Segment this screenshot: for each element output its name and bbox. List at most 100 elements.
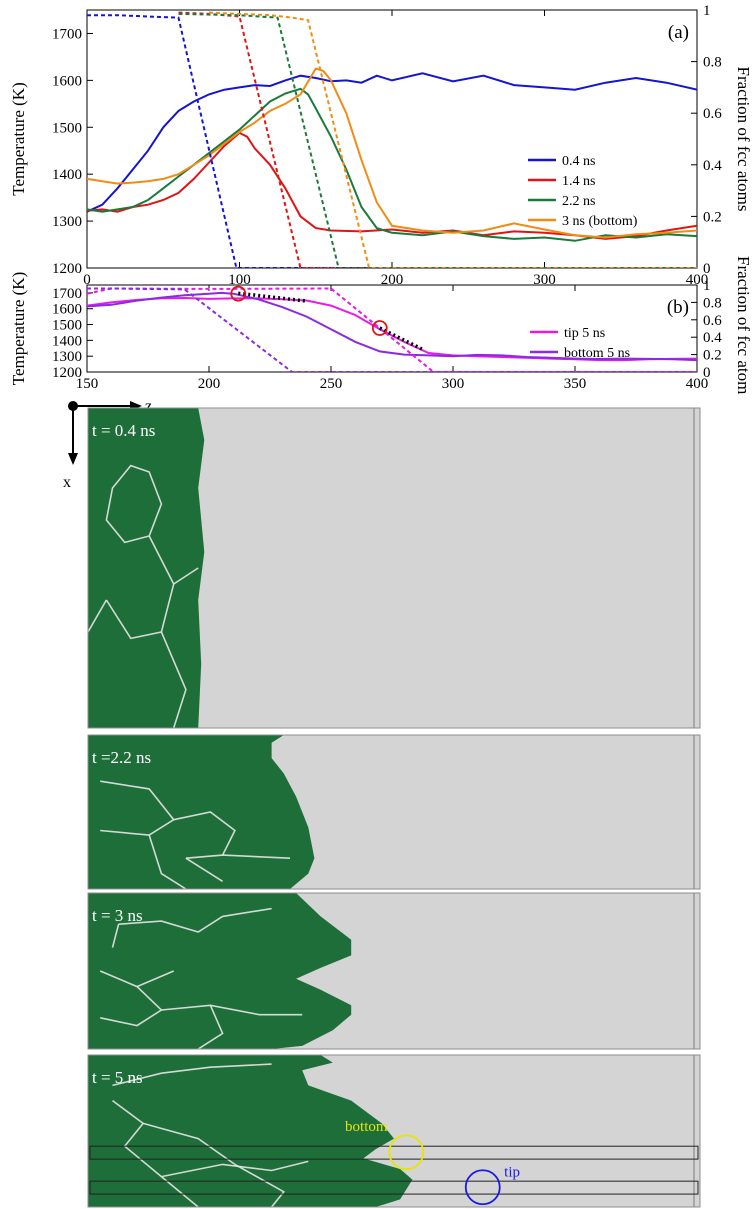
marker-circle [230,285,247,302]
plot-area [87,285,697,372]
x-tick-label: 250 [320,376,343,392]
y-tick-label: 1500 [52,120,82,136]
x-tick-label: 200 [198,376,221,392]
z-axis-label: z [145,398,152,415]
y-tick-label: 1600 [52,302,82,318]
series-line [87,287,697,372]
legend-label: tip 5 ns [564,326,605,341]
grain-boundary [112,1063,272,1087]
snapshot-frame [87,892,701,1050]
y2-tick-label: 1 [703,3,711,19]
y2-tick-label: 0.8 [703,295,722,311]
y-tick-label: 1200 [52,261,82,277]
y-axis-label: Temperature (K) [9,272,28,386]
snapshot-panel: t = 5 ns bottom tip [87,1054,701,1208]
x-tick-label: 200 [381,272,404,288]
snapshot-content [88,735,700,889]
axes-diagram: zx [63,398,152,491]
snapshot-content [88,893,700,1049]
solid-region [88,735,315,889]
legend-label: 1.4 ns [562,174,595,189]
y-tick-label: 1400 [52,333,82,349]
grain-boundary [234,1163,286,1207]
y-tick-label: 1600 [52,73,82,89]
snapshots-svg: zxt = 0.4 nst =2.2 nst = 3 nst = 5 nsbot… [63,398,701,1208]
x-tick-label: 150 [76,376,99,392]
fit-line [238,291,307,303]
analysis-strip-bottom [89,1145,699,1160]
tip-annotation: tip [504,1165,520,1181]
grain-boundary [142,1122,236,1166]
grain-boundary [160,1175,199,1207]
grain-boundary [112,1099,162,1178]
y2-tick-label: 0.6 [703,313,722,329]
snapshot-frame [87,734,701,890]
snapshot-panel: t =2.2 ns [87,734,701,890]
series-line [208,11,697,268]
y-tick-label: 1400 [52,167,82,183]
y-tick-label: 1700 [52,26,82,42]
x-tick-label: 100 [228,272,251,288]
series-line [87,131,697,240]
grain-boundary [88,599,108,633]
grain-boundary [161,1004,303,1016]
x-axis-label: x [63,474,71,491]
chart-panel-a: 0 100 200 300 400 1200 1300 1400 1500 1600 1700 0 0.… [9,3,752,288]
snapshot-panel: t = 3 ns [87,892,701,1050]
y2-tick-label: 0 [703,365,711,381]
y-tick-label: 1500 [52,318,82,334]
fit-line [379,326,425,352]
y-tick-label: 1300 [52,349,82,365]
y2-tick-label: 1 [703,278,711,294]
grain-boundary [173,811,236,859]
x-tick-label: 300 [533,272,556,288]
analysis-strip-tip [89,1180,699,1195]
snapshot-label: t = 0.4 ns [92,421,155,440]
panel-label: (a) [668,22,689,43]
grain-boundary [136,970,175,988]
y-tick-label: 1700 [52,286,82,302]
marker-circle [371,320,388,336]
grain-boundary [118,907,272,933]
series-line [87,287,697,372]
plot-area [87,11,697,268]
snapshot-frame [87,1054,701,1208]
y2-tick-label: 0.6 [703,106,722,122]
x-axis-label: Position (nm) [345,393,438,395]
grain-boundary [185,857,224,882]
snapshot-content [88,1055,700,1207]
series-line [87,87,697,242]
series-line [87,67,697,239]
x-tick-label: 400 [686,272,709,288]
y2-tick-label: 0 [703,261,711,277]
legend-label: 3 ns (bottom) [562,214,638,229]
x-tick-label: 400 [686,376,709,392]
y2-tick-label: 0.4 [703,330,722,346]
series-line [87,296,697,362]
y-tick-label: 1200 [52,365,82,381]
grain-boundary [222,854,291,859]
series-line [178,11,697,268]
x-tick-label: 350 [564,376,587,392]
panel-label: (b) [667,297,689,318]
x-axis-arrowhead [68,453,78,465]
grain-boundary [105,464,163,544]
bottom-annotation: bottom [345,1119,388,1135]
grain-boundary [111,923,120,948]
y2-tick-label: 0.8 [703,55,722,71]
legend-label: 0.4 ns [562,154,595,169]
snapshot-content [88,408,700,728]
y2-axis-label: Fraction of fcc atoms [734,67,752,212]
solid-region [88,408,205,728]
charts-svg: 0 100 200 300 40012001300140015001600170000.… [9,3,752,395]
x-tick-label: 300 [442,376,465,392]
solid-region [88,1055,413,1207]
bottom-circle [388,1134,425,1171]
snapshot-label: t = 5 ns [92,1068,143,1087]
grain-boundary [160,631,187,728]
snapshot-panel: t = 0.4 ns [87,407,701,729]
y2-tick-label: 0.4 [703,158,722,174]
chart-panel-b: 150 200 250 300 350 4001200130014001500160017… [9,256,752,395]
series-line [178,12,697,268]
